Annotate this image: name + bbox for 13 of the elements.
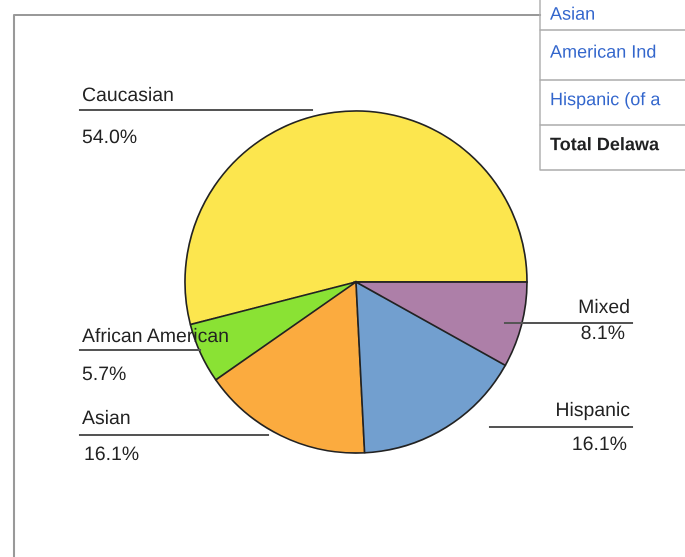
text: American Ind bbox=[550, 44, 656, 58]
text: Hispanic (of a bbox=[551, 92, 660, 109]
slice-label: Mixed bbox=[580, 298, 629, 314]
data-label: 5.7% bbox=[82, 366, 126, 380]
slice-label: Caucasian bbox=[82, 86, 173, 102]
slice-label: Asian bbox=[82, 410, 130, 424]
slice-label: Hispanic bbox=[557, 402, 630, 420]
data-label: 16.1% bbox=[573, 436, 626, 450]
data-label: 54.0% bbox=[82, 129, 136, 144]
text: Asian bbox=[550, 6, 594, 20]
data-label: 8.1% bbox=[582, 325, 624, 340]
text: Total Delawa bbox=[550, 137, 660, 150]
data-label: 16.1% bbox=[85, 446, 138, 460]
